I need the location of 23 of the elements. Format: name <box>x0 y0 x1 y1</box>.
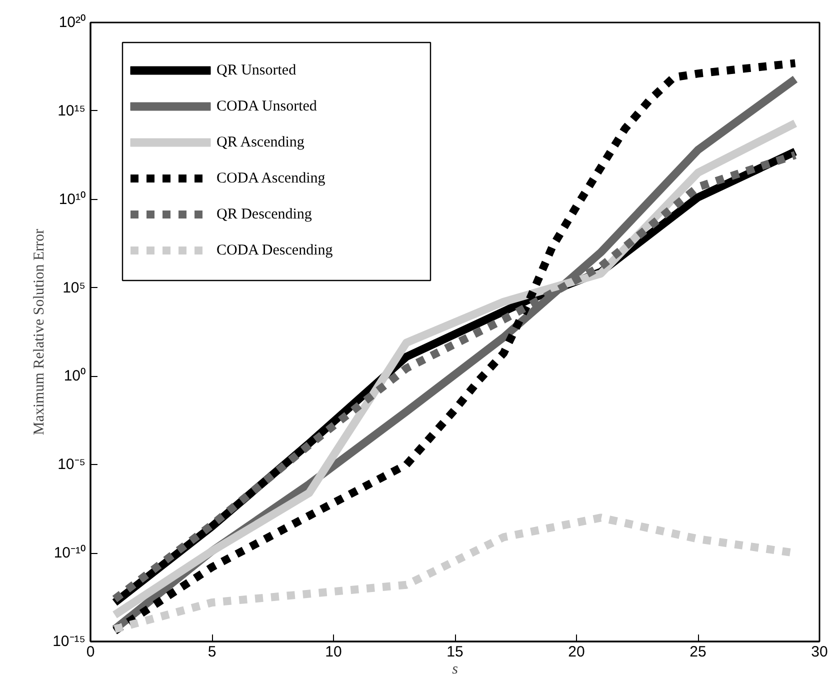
legend-label: CODA Descending <box>216 242 334 258</box>
x-tick-label: 10 <box>325 644 342 660</box>
y-tick-label: 10⁰ <box>64 368 86 385</box>
x-tick-label: 30 <box>811 644 828 660</box>
y-tick-label: 10⁵ <box>62 279 86 296</box>
legend-label: CODA Unsorted <box>216 98 318 114</box>
legend-label: QR Unsorted <box>216 62 297 78</box>
y-tick-label: 10⁻¹⁵ <box>52 633 86 650</box>
y-axis-title: Maximum Relative Solution Error <box>32 228 48 436</box>
legend-label: QR Descending <box>216 206 312 222</box>
y-tick-label: 10⁻¹⁰ <box>54 544 86 562</box>
y-tick-label: 10¹⁰ <box>58 190 86 208</box>
y-tick-label: 10⁻⁵ <box>58 456 86 474</box>
legend-label: CODA Ascending <box>216 170 326 186</box>
x-tick-label: 5 <box>208 644 216 660</box>
x-axis-title: s <box>452 662 458 678</box>
x-tick-label: 25 <box>690 644 706 660</box>
x-tick-label: 20 <box>568 644 585 660</box>
x-tick-label: 15 <box>446 644 464 660</box>
x-tick-label: 0 <box>86 644 95 660</box>
y-tick-label: 10²⁰ <box>58 14 86 31</box>
legend-label: QR Ascending <box>216 134 305 150</box>
y-tick-label: 10¹⁵ <box>58 102 86 120</box>
